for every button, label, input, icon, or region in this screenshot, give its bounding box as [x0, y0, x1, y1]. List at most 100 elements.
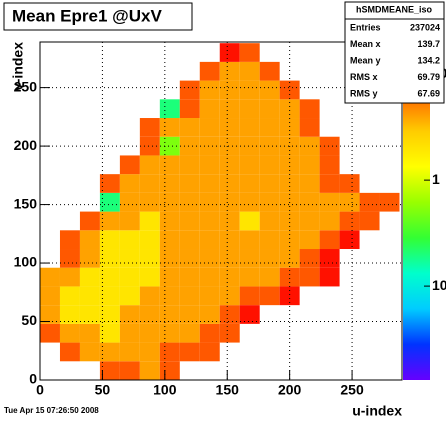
cell — [279, 267, 300, 287]
cell — [99, 211, 120, 231]
y-tick-label: 150 — [14, 195, 38, 211]
cell — [139, 174, 160, 193]
cell — [199, 192, 220, 212]
cell — [99, 286, 120, 306]
cell — [119, 286, 140, 306]
cell — [179, 323, 200, 343]
cell — [239, 286, 260, 306]
cell — [179, 99, 200, 119]
cell — [99, 305, 120, 324]
cell — [259, 99, 280, 119]
palette-tick-label: 1 — [432, 171, 440, 187]
cell — [79, 342, 100, 362]
cell — [119, 192, 140, 212]
cell — [119, 174, 140, 193]
cell — [59, 267, 80, 287]
cell — [359, 211, 380, 231]
cell — [219, 174, 240, 193]
y-tick-label: 200 — [14, 137, 38, 153]
cell — [139, 192, 160, 212]
cell — [179, 249, 200, 268]
cell — [239, 192, 260, 212]
cell — [259, 192, 280, 212]
cell — [159, 305, 180, 324]
cell — [59, 286, 80, 306]
cell — [179, 305, 200, 324]
cell — [319, 155, 340, 175]
stats-label: Mean x — [350, 39, 381, 49]
cell — [199, 342, 220, 362]
cell — [139, 211, 160, 231]
x-tick-label: 150 — [216, 382, 240, 398]
cell — [259, 61, 280, 81]
cell — [79, 305, 100, 324]
cell — [299, 174, 320, 193]
cell — [139, 249, 160, 268]
cell — [199, 155, 220, 175]
color-palette — [403, 60, 430, 380]
cell — [139, 118, 160, 137]
cell — [179, 267, 200, 287]
cell — [259, 249, 280, 268]
cell — [219, 80, 240, 100]
title-box — [3, 2, 193, 31]
cell — [179, 136, 200, 156]
cell — [139, 136, 160, 156]
cell — [319, 267, 340, 287]
cell — [199, 286, 220, 306]
cell — [179, 155, 200, 175]
cell — [139, 155, 160, 175]
cell — [239, 80, 260, 100]
cell — [239, 249, 260, 268]
cell — [99, 342, 120, 362]
cell — [219, 61, 240, 81]
cell — [299, 136, 320, 156]
cell — [119, 361, 140, 380]
y-tick-label: 100 — [14, 254, 38, 270]
cell — [239, 118, 260, 137]
cell — [259, 136, 280, 156]
cell — [199, 80, 220, 100]
cell — [259, 118, 280, 137]
cell — [40, 267, 60, 287]
cell — [139, 323, 160, 343]
date-stamp: Tue Apr 15 07:26:50 2008 — [4, 406, 99, 415]
cell — [219, 249, 240, 268]
cell — [179, 342, 200, 362]
cell — [279, 99, 300, 119]
cell — [219, 155, 240, 175]
cell — [279, 230, 300, 250]
cell — [339, 192, 360, 212]
cell — [99, 174, 120, 193]
cell — [79, 267, 100, 287]
cell — [199, 99, 220, 119]
cell — [99, 192, 120, 212]
cell — [259, 155, 280, 175]
cell — [319, 136, 340, 156]
cell — [119, 155, 140, 175]
cell — [259, 174, 280, 193]
cell — [259, 80, 280, 100]
cell — [199, 211, 220, 231]
x-tick-label: 200 — [278, 382, 302, 398]
y-axis-title: v-index — [10, 42, 26, 91]
cell — [339, 230, 360, 250]
cell — [239, 267, 260, 287]
cell — [299, 267, 320, 287]
stats-title: hSMDMEANE_iso — [356, 4, 433, 14]
cell — [279, 211, 300, 231]
palette-tick-label: 10 — [432, 277, 446, 293]
cell — [219, 286, 240, 306]
cell — [139, 230, 160, 250]
cell — [99, 267, 120, 287]
cell — [379, 192, 400, 212]
cell — [99, 361, 120, 380]
cell — [199, 305, 220, 324]
cell — [179, 286, 200, 306]
frame — [39, 41, 403, 381]
cell — [59, 230, 80, 250]
cell — [239, 211, 260, 231]
cell — [219, 43, 240, 62]
cell — [219, 99, 240, 119]
